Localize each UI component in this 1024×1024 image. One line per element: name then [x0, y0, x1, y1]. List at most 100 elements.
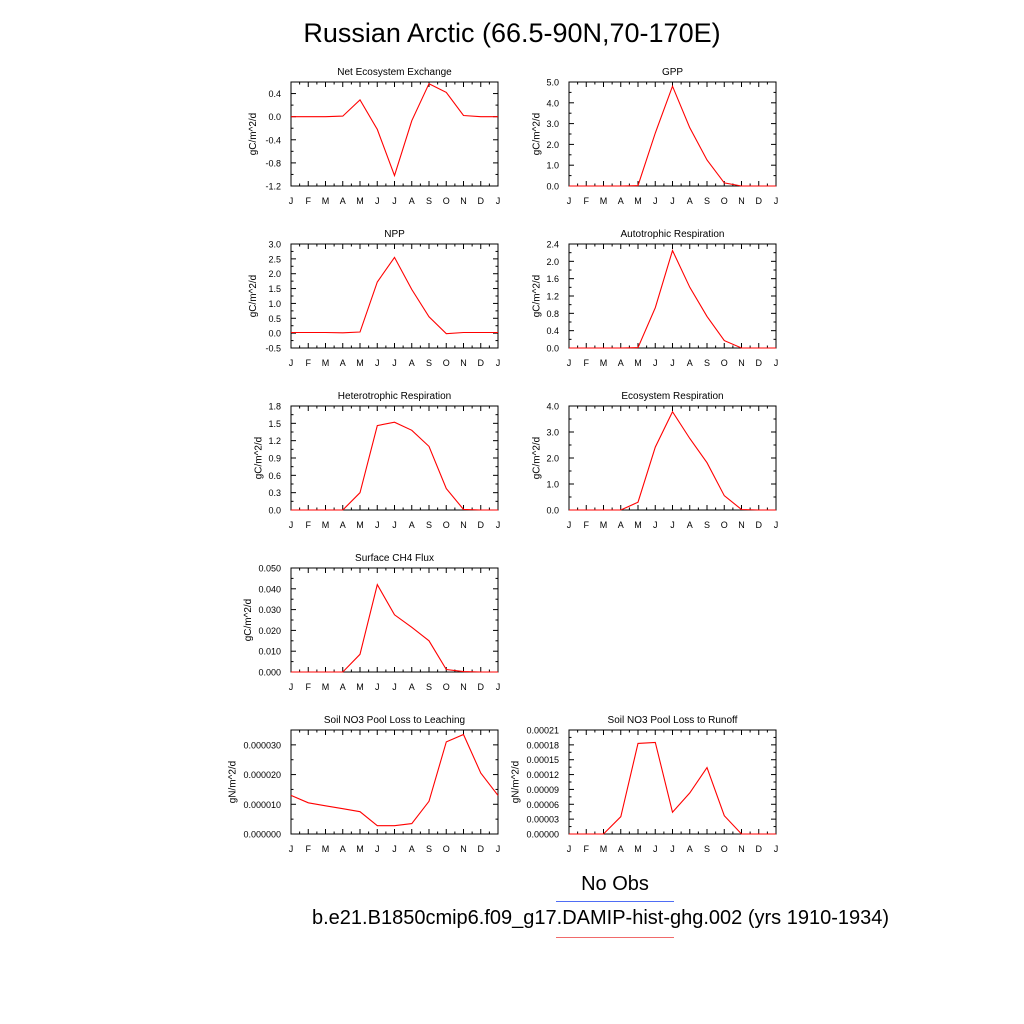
y-axis-label: gC/m^2/d — [253, 437, 264, 480]
y-tick-label: 2.0 — [268, 269, 281, 279]
plot-frame — [568, 405, 777, 511]
x-tick-label: J — [392, 520, 397, 530]
y-tick-label: 1.0 — [546, 480, 559, 490]
legend-obs-label: No Obs — [581, 873, 649, 895]
x-tick-label: M — [634, 196, 642, 206]
x-tick-label: J — [496, 358, 501, 368]
y-tick-label: 0.00000 — [526, 830, 559, 840]
y-tick-label: 0.00012 — [526, 770, 559, 780]
x-tick-label: A — [340, 844, 346, 854]
x-tick-label: M — [356, 520, 364, 530]
legend-obs-line — [556, 901, 674, 902]
plot-frame — [290, 567, 499, 673]
y-tick-label: 4.0 — [546, 98, 559, 108]
x-tick-label: O — [443, 682, 450, 692]
y-axis-label: gN/m^2/d — [227, 761, 238, 804]
x-tick-label: S — [426, 196, 432, 206]
y-tick-label: 0.00015 — [526, 755, 559, 765]
y-tick-label: 1.2 — [268, 436, 281, 446]
y-tick-label: 3.0 — [546, 428, 559, 438]
x-tick-label: M — [322, 520, 330, 530]
y-axis-label: gC/m^2/d — [531, 437, 542, 480]
x-tick-label: M — [600, 358, 608, 368]
x-tick-label: J — [289, 682, 294, 692]
x-tick-label: J — [289, 358, 294, 368]
legend-case-line — [556, 937, 674, 938]
y-tick-label: 2.4 — [546, 240, 559, 250]
plot-frame — [568, 81, 777, 187]
x-tick-label: J — [392, 682, 397, 692]
x-tick-label: A — [409, 682, 415, 692]
y-tick-label: 0.00009 — [526, 785, 559, 795]
y-axis-label: gC/m^2/d — [531, 113, 542, 156]
y-axis-label: gC/m^2/d — [248, 275, 259, 318]
panel-title: GPP — [662, 67, 683, 78]
x-tick-label: J — [567, 520, 572, 530]
x-tick-label: O — [443, 196, 450, 206]
x-tick-label: S — [704, 358, 710, 368]
y-tick-label: 3.0 — [546, 119, 559, 129]
plot-frame — [290, 729, 499, 835]
x-tick-label: S — [704, 520, 710, 530]
x-tick-label: A — [687, 196, 693, 206]
panel-title: Net Ecosystem Exchange — [337, 67, 452, 78]
y-tick-label: 0.0 — [546, 506, 559, 516]
x-tick-label: J — [289, 844, 294, 854]
x-tick-label: M — [356, 358, 364, 368]
x-tick-label: J — [375, 682, 380, 692]
x-tick-label: J — [653, 844, 658, 854]
x-tick-label: J — [653, 196, 658, 206]
y-tick-label: 0.000030 — [243, 740, 281, 750]
y-tick-label: 0.030 — [258, 605, 281, 615]
x-tick-label: J — [670, 358, 675, 368]
y-tick-label: 2.0 — [546, 257, 559, 267]
y-tick-label: 0.00006 — [526, 800, 559, 810]
y-axis-label: gN/m^2/d — [511, 761, 522, 804]
y-tick-label: 1.0 — [268, 299, 281, 309]
x-tick-label: D — [756, 520, 763, 530]
x-tick-label: F — [306, 358, 312, 368]
x-tick-label: A — [618, 358, 624, 368]
x-tick-label: J — [496, 196, 501, 206]
x-tick-label: J — [670, 844, 675, 854]
x-tick-label: M — [322, 196, 330, 206]
panel-title: Autotrophic Respiration — [621, 229, 725, 240]
y-tick-label: 0.8 — [546, 309, 559, 319]
x-tick-label: J — [289, 520, 294, 530]
x-tick-label: A — [340, 196, 346, 206]
y-tick-label: 0.6 — [268, 471, 281, 481]
x-tick-label: N — [460, 844, 467, 854]
x-tick-label: J — [774, 844, 779, 854]
y-tick-label: 1.6 — [546, 274, 559, 284]
x-tick-label: S — [426, 358, 432, 368]
x-tick-label: S — [426, 844, 432, 854]
panel-title: Soil NO3 Pool Loss to Leaching — [324, 715, 465, 726]
x-tick-label: M — [356, 196, 364, 206]
series-line — [569, 248, 776, 349]
x-tick-label: M — [322, 358, 330, 368]
x-tick-label: M — [600, 844, 608, 854]
x-tick-label: D — [756, 196, 763, 206]
plot-frame — [568, 729, 777, 835]
x-tick-label: J — [496, 844, 501, 854]
x-tick-label: F — [306, 520, 312, 530]
plot-frame — [290, 81, 499, 187]
panel-title: Heterotrophic Respiration — [338, 391, 451, 402]
x-tick-label: M — [634, 520, 642, 530]
x-tick-label: J — [653, 358, 658, 368]
y-tick-label: -0.4 — [265, 135, 281, 145]
x-tick-label: A — [687, 844, 693, 854]
y-tick-label: 2.0 — [546, 454, 559, 464]
series-line — [291, 583, 498, 673]
x-tick-label: J — [653, 520, 658, 530]
x-tick-label: N — [460, 358, 467, 368]
x-tick-label: J — [774, 358, 779, 368]
x-tick-label: M — [356, 682, 364, 692]
x-tick-label: F — [306, 844, 312, 854]
panel-title: NPP — [384, 229, 405, 240]
x-tick-label: A — [409, 844, 415, 854]
x-tick-label: S — [426, 682, 432, 692]
y-tick-label: 1.2 — [546, 292, 559, 302]
